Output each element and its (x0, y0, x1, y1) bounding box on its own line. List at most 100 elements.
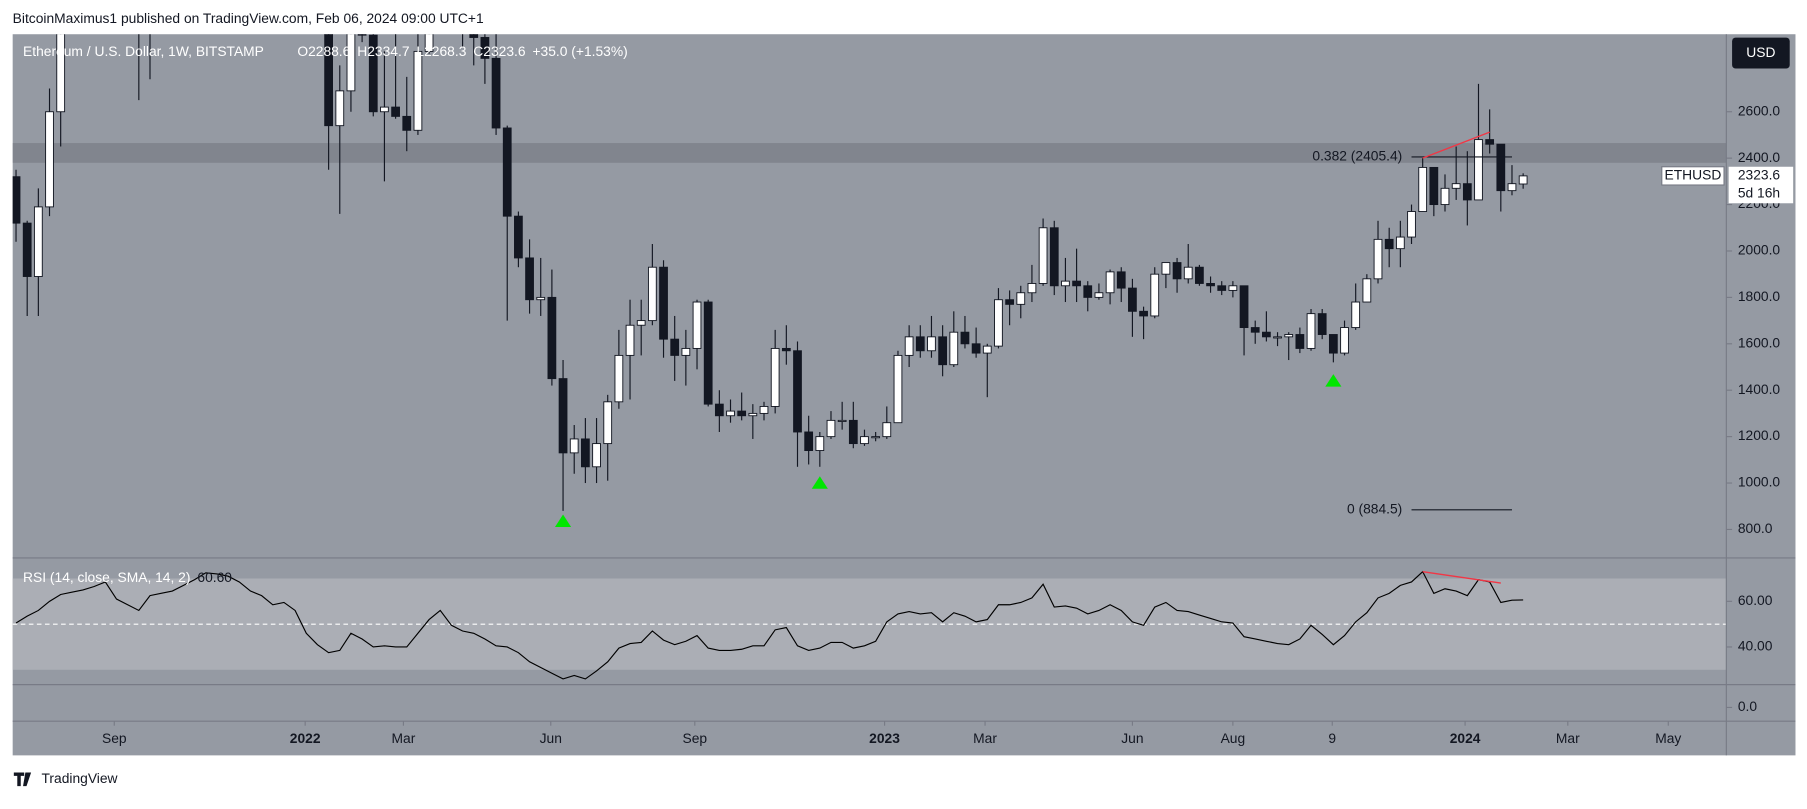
y-tick-label: 60.00 (1738, 593, 1773, 608)
candle-body (480, 37, 490, 59)
candle-body (681, 347, 691, 356)
candle-body (335, 90, 345, 127)
candle-body (1161, 262, 1171, 275)
candle-body (402, 115, 412, 131)
candle-body (1518, 175, 1528, 185)
candle-body (346, 34, 356, 92)
candle-body (703, 301, 713, 405)
candle-body (1250, 327, 1260, 333)
rsi-title: RSI (14, close, SMA, 14, 2) (23, 570, 190, 585)
candle-body (1284, 334, 1294, 338)
candle-body (1273, 336, 1282, 339)
candle-body (558, 378, 568, 454)
y-tick-label: 2400.0 (1738, 150, 1781, 165)
candle-body (748, 412, 758, 417)
symbol-tag: ETHUSD (1665, 168, 1722, 183)
candle-body (1172, 262, 1182, 280)
candle-body (1351, 301, 1361, 329)
x-tick-label: 2024 (1450, 731, 1481, 746)
candle-body (781, 347, 791, 352)
candle-body (1306, 313, 1316, 349)
candle-body (726, 410, 735, 417)
candle-body (994, 299, 1003, 347)
candle-body (960, 331, 970, 345)
candle-body (525, 257, 534, 301)
rsi-trendline (1422, 570, 1501, 584)
candle-body (45, 111, 54, 208)
candle-body (759, 405, 769, 414)
candle-body (1049, 227, 1059, 287)
candle-body (1407, 211, 1416, 238)
candle-body (1195, 266, 1204, 284)
candle-body (871, 436, 881, 439)
candle-body (569, 438, 579, 454)
x-tick-label: Jun (1121, 731, 1143, 746)
x-tick-label: Aug (1221, 731, 1246, 746)
candle-body (1328, 334, 1338, 354)
candle-body (357, 34, 367, 36)
candle-body (1038, 227, 1048, 284)
x-tick-label: 2022 (290, 731, 321, 746)
candle-body (56, 34, 66, 113)
candle-body (893, 354, 903, 424)
candle-body (670, 338, 680, 356)
candle-body (1362, 278, 1372, 303)
y-tick-label: 1600.0 (1738, 335, 1781, 350)
candle-body (1016, 292, 1026, 305)
candle-body (915, 336, 925, 352)
candle-body (1128, 287, 1137, 312)
candle-body (737, 410, 747, 417)
candle-body (469, 34, 479, 38)
candle-body (860, 436, 869, 445)
last-price: 2323.6 (1738, 168, 1781, 183)
candle-body (581, 438, 590, 468)
candle-body (33, 206, 43, 277)
candle-body (1440, 187, 1450, 206)
candle-body (659, 266, 668, 340)
candle-body (547, 296, 557, 380)
candle-body (514, 215, 523, 259)
x-tick-label: Sep (682, 731, 707, 746)
y-tick-label: 1800.0 (1738, 289, 1781, 304)
currency-button[interactable] (1732, 37, 1790, 69)
candle-body (1150, 273, 1160, 317)
candle-body (904, 336, 914, 356)
candle-body (324, 34, 333, 127)
candle-body (22, 222, 32, 277)
candle-body (647, 266, 657, 322)
candle-body (1485, 139, 1495, 145)
candle-body (1496, 143, 1506, 192)
pivot-marker (554, 514, 572, 528)
candle-body (1183, 266, 1193, 280)
candle-body (1094, 292, 1104, 298)
x-tick-label: Mar (1556, 731, 1580, 746)
candle-body (1317, 313, 1327, 335)
candle-body (1072, 280, 1081, 287)
candle-body (1373, 238, 1383, 280)
x-tick-label: 2023 (869, 731, 900, 746)
chart-title: Ethereum / U.S. Dollar, 1W, BITSTAMP (23, 44, 264, 59)
candle-body (1228, 285, 1238, 291)
candle-body (1239, 285, 1249, 329)
candle-body (368, 34, 378, 113)
candle-body (1027, 283, 1037, 294)
candle-body (12, 176, 21, 224)
candle-body (380, 106, 389, 113)
y-tick-label: 40.00 (1738, 639, 1773, 654)
rsi-line (15, 570, 1524, 680)
footer-brand: TradingView (41, 771, 117, 786)
candle-body (536, 296, 546, 301)
candle-body (413, 50, 423, 131)
y-tick-label: 1000.0 (1738, 475, 1781, 490)
candle-body (714, 403, 724, 417)
ohlc-value: O2288.6 (297, 44, 350, 59)
candle-body (1507, 183, 1517, 192)
price-tag-bg (1728, 166, 1794, 204)
y-tick-label: 800.0 (1738, 521, 1773, 536)
candle-body (1116, 271, 1126, 289)
candle-body (1395, 236, 1405, 250)
candle-body (949, 331, 959, 366)
currency-label[interactable]: USD (1746, 45, 1775, 60)
